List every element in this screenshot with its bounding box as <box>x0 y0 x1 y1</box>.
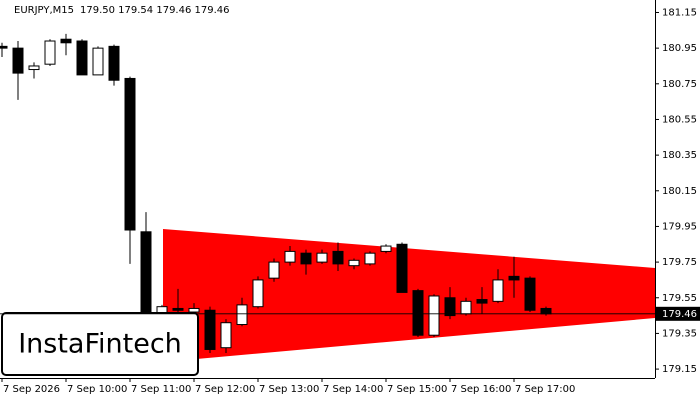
x-tick-label: 7 Sep 13:00 <box>259 384 319 395</box>
candle-body <box>316 252 328 263</box>
y-tick-label: 179.15 <box>662 364 697 375</box>
y-tick-label: 179.55 <box>662 293 697 304</box>
y-tick-label: 179.95 <box>662 221 697 232</box>
y-tick-label: 179.75 <box>662 257 697 268</box>
current-price-label: 179.46 <box>662 309 697 320</box>
x-tick-label: 7 Sep 2026 <box>3 384 60 395</box>
y-tick-label: 180.35 <box>662 150 697 161</box>
watermark: InstaFintech <box>18 329 182 360</box>
candle-body <box>284 250 296 263</box>
candle-body <box>204 309 216 350</box>
candle-body <box>124 77 136 231</box>
candle-body <box>300 252 312 265</box>
candle-body <box>476 299 488 304</box>
candle-body <box>188 307 200 313</box>
candle-body <box>380 245 392 252</box>
y-tick-label: 180.15 <box>662 186 697 197</box>
y-tick-label: 179.35 <box>662 328 697 339</box>
candle-body <box>108 45 120 81</box>
candle-body <box>524 277 536 311</box>
y-tick-label: 181.15 <box>662 7 697 18</box>
y-tick-label: 180.75 <box>662 79 697 90</box>
y-tick-label: 180.95 <box>662 43 697 54</box>
current-price-box <box>656 306 700 321</box>
candle-body <box>332 250 344 265</box>
candle-body <box>508 275 520 281</box>
candle-body <box>220 322 232 349</box>
candle-body <box>396 243 408 293</box>
candle-body <box>364 252 376 265</box>
candle-body <box>236 304 248 326</box>
x-tick-label: 7 Sep 11:00 <box>131 384 191 395</box>
symbol: EURJPY,M15 <box>14 5 74 16</box>
x-tick-label: 7 Sep 12:00 <box>195 384 255 395</box>
x-tick-label: 7 Sep 17:00 <box>515 384 575 395</box>
watermark-box <box>1 312 199 376</box>
candle-body <box>172 307 184 311</box>
candle-body <box>44 40 56 65</box>
x-tick-label: 7 Sep 10:00 <box>67 384 127 395</box>
candle-body <box>428 295 440 336</box>
candle-body <box>92 47 104 76</box>
candle-body <box>412 290 424 336</box>
candle-body <box>460 300 472 315</box>
ohlc-header: 179.50 179.54 179.46 179.46 <box>80 5 230 16</box>
x-tick-label: 7 Sep 16:00 <box>451 384 511 395</box>
candle-body <box>268 261 280 279</box>
x-tick-label: 7 Sep 14:00 <box>323 384 383 395</box>
candle-body <box>76 40 88 76</box>
candle-body <box>348 259 360 267</box>
candle-body <box>540 307 552 315</box>
candle-body <box>28 65 40 71</box>
candle-body <box>492 279 504 302</box>
y-tick-label: 180.55 <box>662 114 697 125</box>
candle-body <box>12 47 24 74</box>
candle-body <box>252 279 264 308</box>
candle-body <box>60 38 72 44</box>
x-tick-label: 7 Sep 15:00 <box>387 384 447 395</box>
candle-body <box>444 297 456 317</box>
plot <box>0 33 552 361</box>
candle-body <box>0 45 8 49</box>
